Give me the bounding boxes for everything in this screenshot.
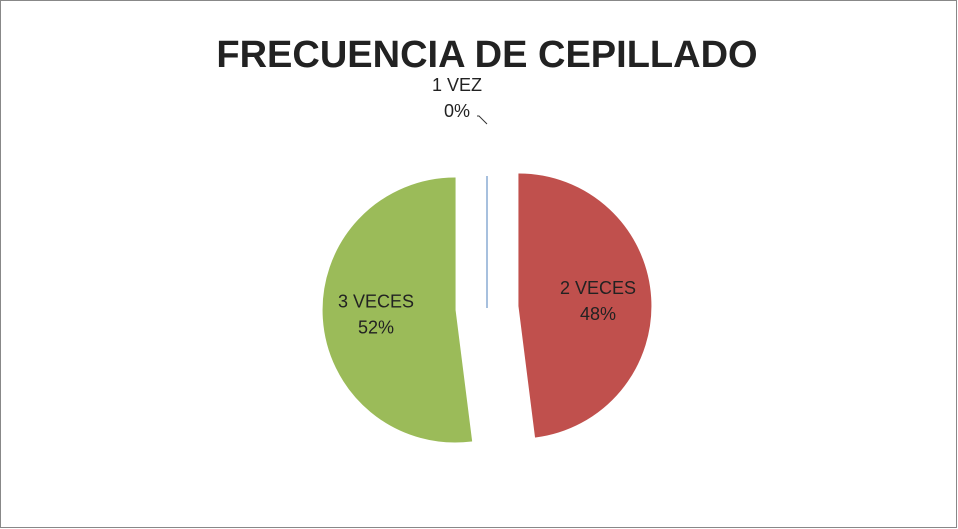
pie-slice xyxy=(322,177,473,443)
chart-title: FRECUENCIA DE CEPILLADO xyxy=(216,34,757,76)
slice-value-label: 52% xyxy=(358,318,394,338)
slice-label: 3 VECES xyxy=(338,292,414,312)
leader-line xyxy=(477,115,488,125)
slice-label: 1 VEZ xyxy=(432,75,482,95)
slice-label: 2 VECES xyxy=(560,278,636,298)
slice-value-label: 48% xyxy=(580,304,616,324)
slice-value-label: 0% xyxy=(444,101,470,121)
pie-slice xyxy=(518,173,652,438)
